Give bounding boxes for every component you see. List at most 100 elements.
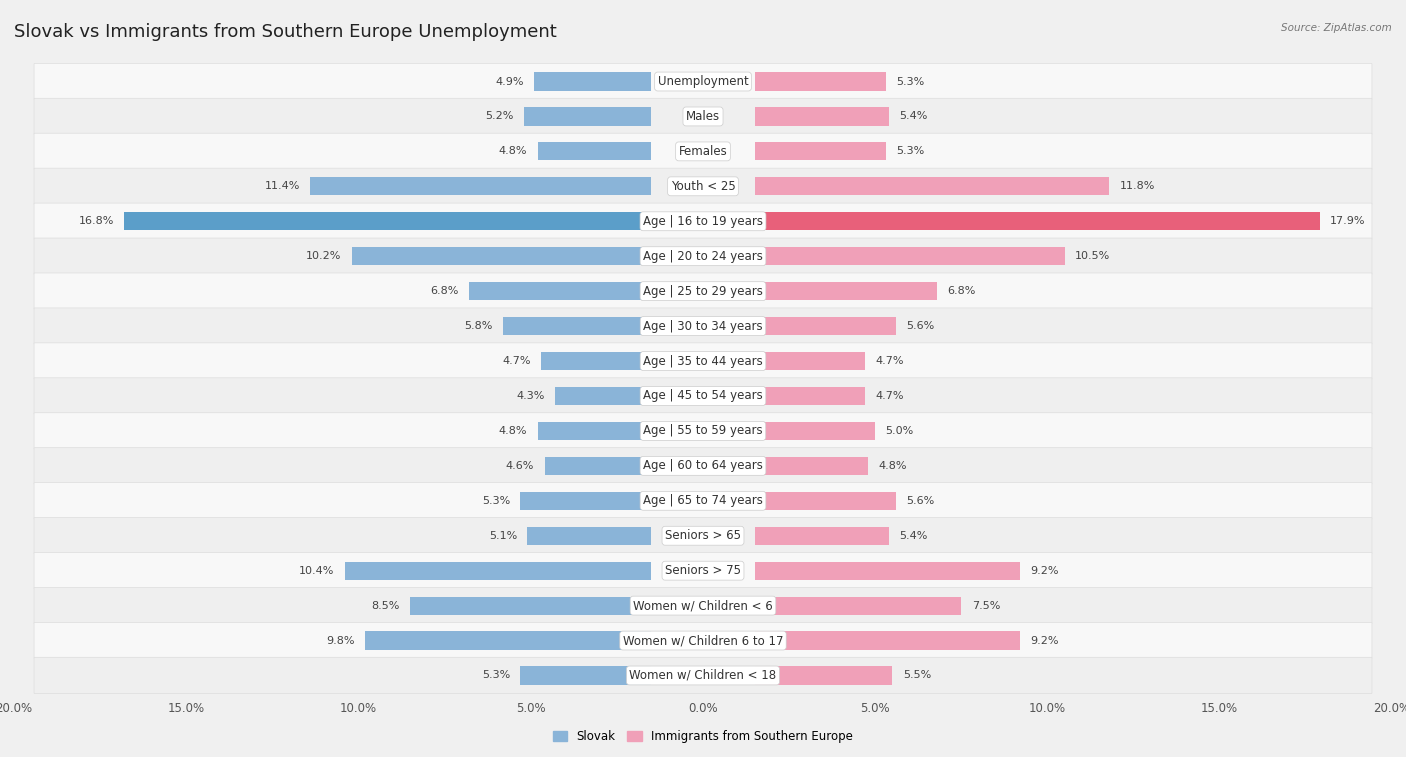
- FancyBboxPatch shape: [34, 553, 1372, 589]
- Text: 5.6%: 5.6%: [907, 496, 935, 506]
- Bar: [520, 666, 651, 684]
- Bar: [755, 282, 938, 301]
- Text: 5.3%: 5.3%: [482, 671, 510, 681]
- Bar: [537, 422, 651, 440]
- Bar: [468, 282, 651, 301]
- Bar: [755, 212, 1320, 230]
- Bar: [755, 107, 889, 126]
- FancyBboxPatch shape: [34, 413, 1372, 449]
- FancyBboxPatch shape: [34, 168, 1372, 204]
- Bar: [755, 387, 865, 405]
- Text: 11.4%: 11.4%: [264, 182, 299, 192]
- FancyBboxPatch shape: [34, 308, 1372, 344]
- Text: 10.4%: 10.4%: [299, 565, 335, 575]
- FancyBboxPatch shape: [34, 447, 1372, 484]
- Bar: [755, 562, 1019, 580]
- FancyBboxPatch shape: [34, 64, 1372, 100]
- Text: 17.9%: 17.9%: [1330, 217, 1365, 226]
- Bar: [555, 387, 651, 405]
- FancyBboxPatch shape: [34, 657, 1372, 693]
- Text: 9.8%: 9.8%: [326, 636, 356, 646]
- Bar: [524, 107, 651, 126]
- Text: Age | 55 to 59 years: Age | 55 to 59 years: [643, 425, 763, 438]
- Text: Women w/ Children < 18: Women w/ Children < 18: [630, 669, 776, 682]
- Text: 4.8%: 4.8%: [879, 461, 907, 471]
- Text: 6.8%: 6.8%: [430, 286, 458, 296]
- FancyBboxPatch shape: [34, 622, 1372, 659]
- Text: Seniors > 65: Seniors > 65: [665, 529, 741, 542]
- Bar: [755, 422, 875, 440]
- Text: 5.2%: 5.2%: [485, 111, 513, 121]
- Text: 7.5%: 7.5%: [972, 600, 1000, 611]
- FancyBboxPatch shape: [34, 238, 1372, 274]
- Bar: [520, 492, 651, 510]
- FancyBboxPatch shape: [34, 483, 1372, 519]
- Text: 10.2%: 10.2%: [307, 251, 342, 261]
- Text: 4.9%: 4.9%: [495, 76, 524, 86]
- Text: Slovak vs Immigrants from Southern Europe Unemployment: Slovak vs Immigrants from Southern Europ…: [14, 23, 557, 41]
- Text: 6.8%: 6.8%: [948, 286, 976, 296]
- Text: 16.8%: 16.8%: [79, 217, 114, 226]
- Text: 11.8%: 11.8%: [1119, 182, 1156, 192]
- Legend: Slovak, Immigrants from Southern Europe: Slovak, Immigrants from Southern Europe: [548, 725, 858, 748]
- Text: Age | 25 to 29 years: Age | 25 to 29 years: [643, 285, 763, 298]
- Text: Age | 60 to 64 years: Age | 60 to 64 years: [643, 459, 763, 472]
- Text: Age | 16 to 19 years: Age | 16 to 19 years: [643, 215, 763, 228]
- Text: 4.7%: 4.7%: [875, 356, 904, 366]
- Bar: [755, 177, 1109, 195]
- Bar: [124, 212, 651, 230]
- Bar: [503, 317, 651, 335]
- Text: 5.4%: 5.4%: [900, 111, 928, 121]
- Text: 5.0%: 5.0%: [886, 426, 914, 436]
- Text: 10.5%: 10.5%: [1076, 251, 1111, 261]
- Bar: [534, 73, 651, 91]
- Text: 4.7%: 4.7%: [502, 356, 531, 366]
- Text: Age | 65 to 74 years: Age | 65 to 74 years: [643, 494, 763, 507]
- Bar: [755, 492, 896, 510]
- Text: Women w/ Children < 6: Women w/ Children < 6: [633, 599, 773, 612]
- Text: 4.6%: 4.6%: [506, 461, 534, 471]
- Text: 5.3%: 5.3%: [482, 496, 510, 506]
- Text: 5.3%: 5.3%: [896, 146, 924, 157]
- Text: Age | 20 to 24 years: Age | 20 to 24 years: [643, 250, 763, 263]
- Text: Age | 45 to 54 years: Age | 45 to 54 years: [643, 389, 763, 403]
- Text: Seniors > 75: Seniors > 75: [665, 564, 741, 577]
- FancyBboxPatch shape: [34, 587, 1372, 624]
- FancyBboxPatch shape: [34, 273, 1372, 310]
- Text: 5.4%: 5.4%: [900, 531, 928, 540]
- Bar: [411, 597, 651, 615]
- Text: Males: Males: [686, 110, 720, 123]
- Text: 5.6%: 5.6%: [907, 321, 935, 331]
- FancyBboxPatch shape: [34, 343, 1372, 379]
- FancyBboxPatch shape: [34, 378, 1372, 414]
- Text: 5.1%: 5.1%: [489, 531, 517, 540]
- Bar: [755, 666, 893, 684]
- Bar: [755, 73, 886, 91]
- Text: 5.5%: 5.5%: [903, 671, 931, 681]
- Bar: [527, 527, 651, 545]
- Bar: [755, 142, 886, 160]
- Text: Age | 35 to 44 years: Age | 35 to 44 years: [643, 354, 763, 368]
- Bar: [366, 631, 651, 650]
- Bar: [755, 597, 962, 615]
- Bar: [755, 352, 865, 370]
- Text: Age | 30 to 34 years: Age | 30 to 34 years: [643, 319, 763, 332]
- Bar: [755, 631, 1019, 650]
- Bar: [755, 456, 869, 475]
- Bar: [352, 247, 651, 265]
- Text: Unemployment: Unemployment: [658, 75, 748, 88]
- Text: 9.2%: 9.2%: [1031, 565, 1059, 575]
- Text: Females: Females: [679, 145, 727, 158]
- Text: 4.8%: 4.8%: [499, 426, 527, 436]
- FancyBboxPatch shape: [34, 203, 1372, 239]
- Text: 9.2%: 9.2%: [1031, 636, 1059, 646]
- Bar: [755, 527, 889, 545]
- Text: 5.3%: 5.3%: [896, 76, 924, 86]
- Bar: [544, 456, 651, 475]
- Bar: [755, 317, 896, 335]
- Bar: [537, 142, 651, 160]
- FancyBboxPatch shape: [34, 98, 1372, 135]
- Text: 4.3%: 4.3%: [516, 391, 544, 401]
- Text: Source: ZipAtlas.com: Source: ZipAtlas.com: [1281, 23, 1392, 33]
- Text: 8.5%: 8.5%: [371, 600, 399, 611]
